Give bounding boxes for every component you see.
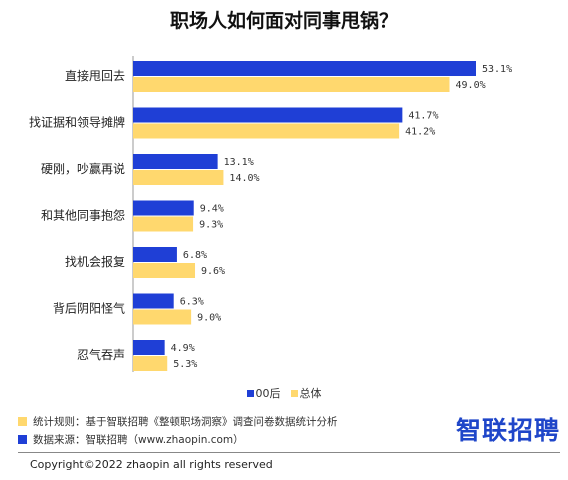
copyright-text: Copyright©2022 zhaopin all rights reserv…: [30, 458, 273, 471]
legend-swatch-00hou: [246, 389, 254, 397]
category-label: 硬刚，吵赢再说: [41, 161, 125, 176]
bar-00hou: [133, 61, 476, 76]
legend-label-overall: 总体: [299, 387, 322, 400]
legend-label-00hou: 00后: [255, 387, 281, 400]
note-rule-text: 统计规则：基于智联招聘《整顿职场洞察》调查问卷数据统计分析: [33, 416, 338, 428]
zhaopin-logo: 智联招聘: [455, 416, 560, 445]
bar-overall: [133, 216, 194, 232]
bar-overall: [133, 170, 224, 185]
data-label: 53.1%: [482, 64, 512, 75]
data-label: 14.0%: [229, 173, 259, 184]
bar-00hou: [133, 340, 165, 355]
note-source-text: 数据来源：智联招聘（www.zhaopin.com）: [33, 434, 244, 446]
data-label: 9.4%: [200, 204, 224, 215]
chart-title: 职场人如何面对同事甩锅？: [169, 10, 398, 32]
bar-00hou: [133, 200, 194, 216]
bar-overall: [133, 356, 168, 371]
data-label: 13.1%: [224, 157, 254, 168]
data-label: 6.8%: [183, 250, 207, 261]
category-label: 找机会报复: [65, 254, 125, 269]
bar-00hou: [133, 293, 174, 309]
data-label: 6.3%: [180, 297, 204, 308]
bar-00hou: [133, 107, 403, 123]
note-rule-square: [18, 417, 27, 426]
data-label: 9.0%: [197, 313, 221, 324]
bar-00hou: [133, 247, 177, 262]
category-label: 忍气吞声: [77, 347, 125, 362]
legend-item-00hou: 00后: [246, 385, 281, 401]
bar-overall: [133, 263, 196, 278]
data-label: 9.6%: [201, 266, 225, 277]
legend-swatch-overall: [290, 389, 298, 397]
data-label: 41.2%: [405, 127, 435, 138]
data-label: 49.0%: [456, 80, 486, 91]
data-label: 41.7%: [408, 111, 438, 122]
note-source-square: [18, 435, 27, 444]
category-label: 找证据和领导摊牌: [29, 116, 125, 130]
bar-overall: [133, 309, 192, 325]
chart-legend: 00后 总体: [0, 385, 568, 401]
data-label: 5.3%: [173, 359, 197, 370]
category-label: 和其他同事抱怨: [41, 208, 125, 223]
footer-divider: [18, 452, 560, 453]
note-statistics-rule: 统计规则：基于智联招聘《整顿职场洞察》调查问卷数据统计分析: [18, 414, 338, 429]
data-label: 4.9%: [171, 343, 195, 354]
legend-item-overall: 总体: [290, 385, 322, 401]
bar-chart: 直接甩回去 53.1% 49.0% 找证据和领导摊牌 41.7% 41.2% 硬刚，吵赢再说…: [29, 56, 512, 372]
category-label: 直接甩回去: [65, 68, 125, 83]
category-label: 背后阴阳怪气: [53, 301, 125, 316]
bar-00hou: [133, 154, 218, 169]
note-data-source: 数据来源：智联招聘（www.zhaopin.com）: [18, 432, 244, 447]
bar-overall: [133, 123, 400, 139]
bar-overall: [133, 77, 450, 92]
data-label: 9.3%: [199, 220, 223, 231]
